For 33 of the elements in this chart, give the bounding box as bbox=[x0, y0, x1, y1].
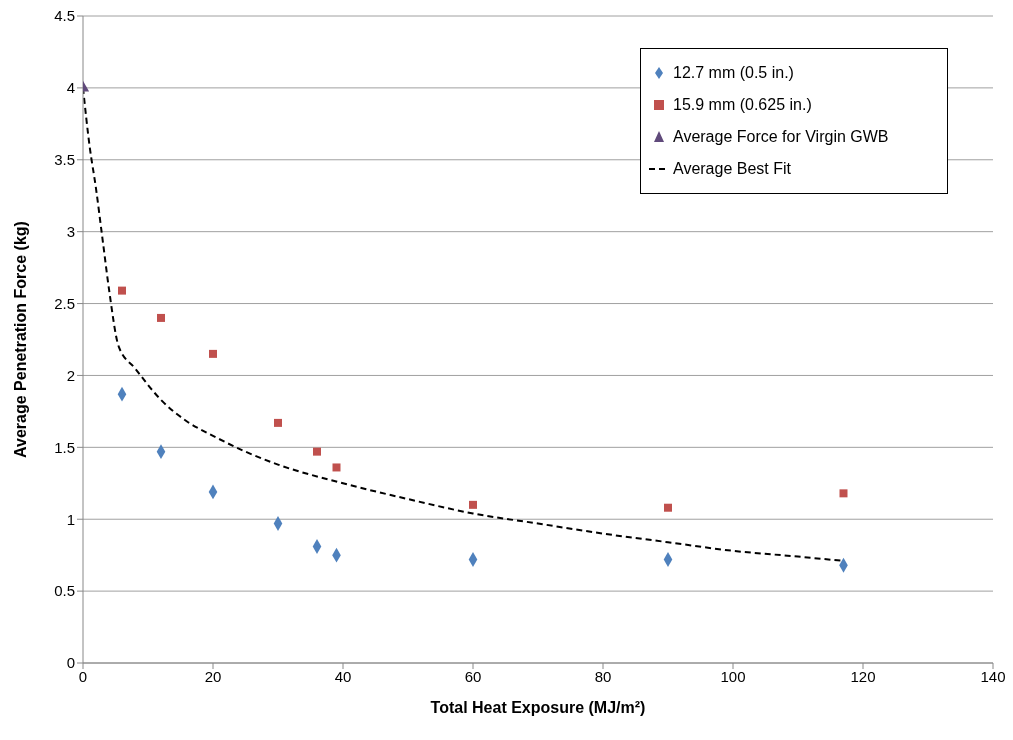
legend-label: Average Best Fit bbox=[673, 160, 791, 178]
point bbox=[313, 447, 321, 456]
y-tick-label: 3 bbox=[66, 222, 75, 240]
x-tick-label: 60 bbox=[464, 667, 482, 685]
point bbox=[664, 503, 672, 512]
x-tick-label: 100 bbox=[720, 667, 746, 685]
y-tick-label: 2 bbox=[66, 366, 75, 384]
x-tick-label: 40 bbox=[334, 667, 352, 685]
point bbox=[209, 349, 217, 358]
y-tick-label: 0.5 bbox=[54, 582, 75, 600]
y-tick-label: 0 bbox=[66, 654, 75, 672]
x-tick-label: 120 bbox=[850, 667, 876, 685]
legend-label: Average Force for Virgin GWB bbox=[673, 128, 889, 146]
point bbox=[157, 313, 165, 322]
y-tick-label: 1.5 bbox=[54, 438, 75, 456]
legend-label: 12.7 mm (0.5 in.) bbox=[673, 64, 794, 82]
x-tick-label: 80 bbox=[594, 667, 612, 685]
legend-label: 15.9 mm (0.625 in.) bbox=[673, 96, 812, 114]
y-tick-label: 4 bbox=[66, 79, 75, 97]
point bbox=[469, 500, 477, 509]
y-tick-label: 1 bbox=[66, 510, 75, 528]
y-tick-label: 4.5 bbox=[54, 7, 75, 25]
x-tick-label: 0 bbox=[78, 667, 88, 685]
point bbox=[274, 418, 282, 427]
point bbox=[839, 489, 848, 498]
y-tick-label: 3.5 bbox=[54, 151, 75, 169]
x-tick-label: 20 bbox=[204, 667, 222, 685]
y-axis-title: Average Penetration Force (kg) bbox=[11, 221, 29, 458]
point bbox=[118, 286, 126, 295]
x-axis-title: Total Heat Exposure (MJ/m²) bbox=[430, 699, 646, 716]
point bbox=[332, 463, 341, 472]
x-tick-label: 140 bbox=[980, 667, 1006, 685]
y-tick-label: 2.5 bbox=[54, 294, 75, 312]
